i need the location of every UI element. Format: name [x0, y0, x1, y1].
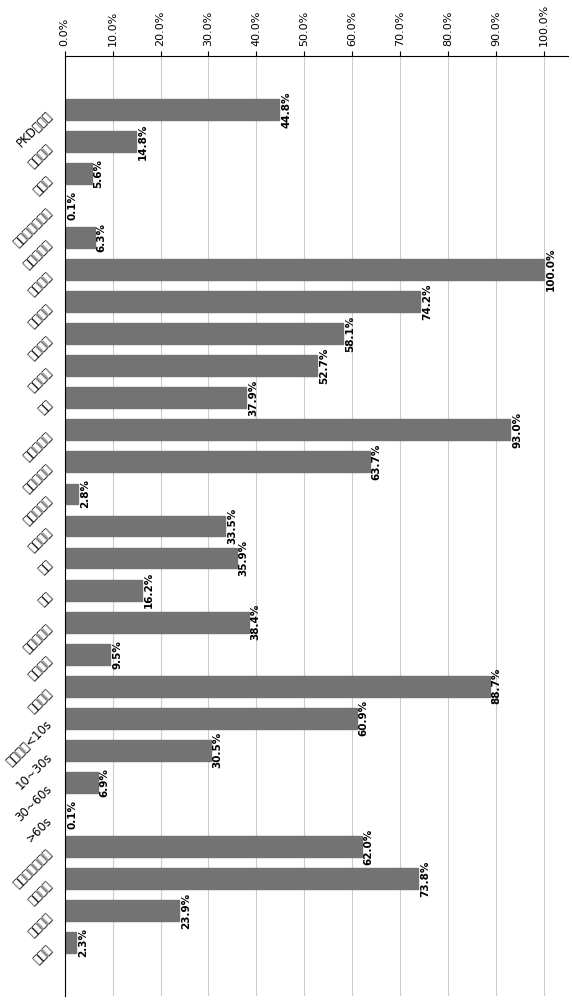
Bar — [65, 580, 142, 601]
Text: 6.9%: 6.9% — [100, 768, 110, 797]
Bar — [65, 163, 92, 184]
Text: 0.1%: 0.1% — [67, 191, 77, 220]
Bar — [65, 451, 370, 472]
Bar — [65, 419, 510, 440]
Bar — [65, 868, 418, 889]
Bar — [65, 99, 279, 120]
Text: 35.9%: 35.9% — [239, 540, 249, 576]
Bar — [65, 772, 98, 793]
Text: 0.1%: 0.1% — [67, 800, 77, 829]
Bar — [65, 740, 211, 761]
Bar — [65, 708, 356, 729]
Bar — [65, 548, 237, 568]
Bar — [65, 516, 225, 536]
Bar — [65, 291, 420, 312]
Bar — [65, 355, 317, 376]
Text: 44.8%: 44.8% — [281, 91, 291, 128]
Text: 23.9%: 23.9% — [181, 893, 191, 929]
Text: 5.6%: 5.6% — [93, 159, 104, 188]
Text: 30.5%: 30.5% — [213, 732, 223, 768]
Bar — [65, 644, 110, 665]
Text: 16.2%: 16.2% — [144, 572, 154, 608]
Text: 37.9%: 37.9% — [248, 380, 258, 416]
Bar — [65, 932, 76, 953]
Bar — [65, 323, 343, 344]
Text: 73.8%: 73.8% — [420, 860, 430, 897]
Bar — [65, 131, 136, 152]
Text: 63.7%: 63.7% — [372, 444, 382, 480]
Bar — [65, 259, 544, 280]
Text: 14.8%: 14.8% — [137, 123, 148, 160]
Bar — [65, 676, 490, 697]
Text: 88.7%: 88.7% — [492, 668, 502, 704]
Text: 60.9%: 60.9% — [359, 700, 368, 736]
Text: 9.5%: 9.5% — [112, 640, 122, 669]
Bar — [65, 836, 362, 857]
Text: 58.1%: 58.1% — [345, 316, 355, 352]
Text: 2.8%: 2.8% — [80, 479, 90, 508]
Text: 33.5%: 33.5% — [227, 508, 237, 544]
Text: 93.0%: 93.0% — [513, 412, 522, 448]
Text: 62.0%: 62.0% — [364, 828, 374, 865]
Text: 52.7%: 52.7% — [319, 348, 329, 384]
Text: 100.0%: 100.0% — [546, 248, 556, 291]
Bar — [65, 900, 179, 921]
Text: 6.3%: 6.3% — [97, 223, 107, 252]
Text: 74.2%: 74.2% — [422, 283, 432, 320]
Bar — [65, 387, 247, 408]
Bar — [65, 484, 78, 504]
Text: 38.4%: 38.4% — [251, 604, 261, 640]
Bar — [65, 612, 249, 633]
Bar — [65, 227, 95, 248]
Text: 2.3%: 2.3% — [78, 928, 88, 957]
